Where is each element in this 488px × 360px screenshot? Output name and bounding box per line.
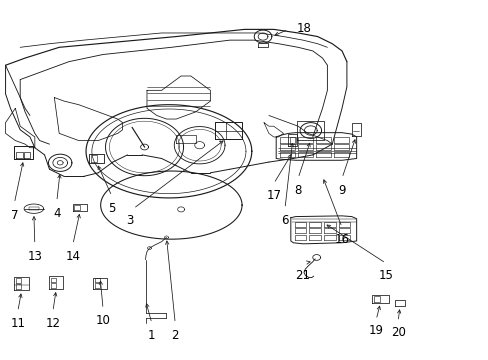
Text: 12: 12	[45, 317, 60, 330]
Text: 20: 20	[390, 326, 405, 339]
Text: 13: 13	[27, 250, 42, 263]
Text: 10: 10	[96, 315, 110, 328]
Text: 18: 18	[297, 22, 311, 35]
Text: 7: 7	[11, 209, 18, 222]
Text: 19: 19	[368, 324, 383, 337]
Text: 15: 15	[378, 269, 392, 282]
Text: 5: 5	[108, 202, 115, 215]
Text: 1: 1	[148, 329, 155, 342]
Text: 8: 8	[294, 184, 301, 197]
Text: 17: 17	[265, 189, 281, 202]
Text: 4: 4	[53, 207, 61, 220]
Text: 2: 2	[171, 329, 179, 342]
Text: 21: 21	[295, 269, 310, 282]
Text: 14: 14	[65, 250, 80, 263]
Text: 6: 6	[281, 214, 288, 227]
Text: 9: 9	[338, 184, 345, 197]
Text: 16: 16	[334, 233, 349, 246]
Text: 11: 11	[10, 317, 25, 330]
Text: 3: 3	[126, 214, 133, 227]
